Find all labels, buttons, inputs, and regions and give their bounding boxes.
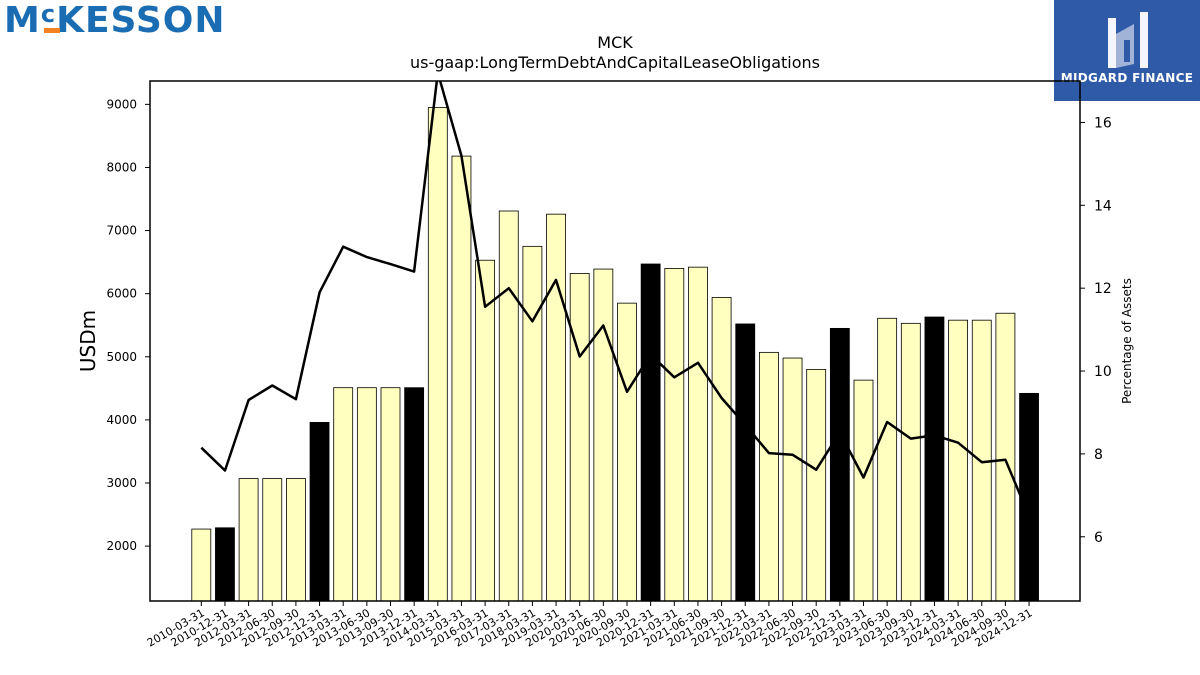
y-tick-label: 6000 — [106, 287, 137, 301]
bar-2015-03-31 — [451, 155, 472, 602]
y-tick-label: 7000 — [106, 224, 137, 238]
plot-frame — [149, 80, 1081, 602]
right-axis: 6 8 10 12 14 16 — [1080, 115, 1112, 546]
bar-2024-03-31 — [948, 319, 968, 602]
line-series — [200, 81, 1031, 517]
left-axis: 2000 3000 4000 5000 6000 7000 8000 9000 — [106, 97, 150, 553]
bar-2022-12-31 — [829, 327, 850, 602]
y2-tick-label: 16 — [1094, 115, 1112, 131]
bar-2012-12-31 — [309, 422, 330, 602]
midgard-finance-text: MIDGARD FINANCE — [1060, 71, 1194, 85]
bar-2012-03-31 — [238, 478, 259, 602]
y2-tick-label: 12 — [1094, 281, 1112, 297]
bar-2016-03-31 — [475, 259, 496, 602]
bar-2020-09-30 — [617, 302, 637, 602]
bar-2023-12-31 — [924, 316, 945, 602]
bar-2012-06-30 — [262, 478, 283, 602]
bar-2012-09-30 — [285, 478, 306, 602]
midgard-emblem-icon — [1108, 12, 1148, 68]
bar-2010-12-31 — [215, 527, 235, 602]
chart-subtitle: us-gaap:LongTermDebtAndCapitalLeaseOblig… — [410, 53, 820, 72]
bar-series — [191, 107, 1039, 602]
bar-2014-03-31 — [427, 107, 448, 602]
bar-2022-09-30 — [806, 368, 827, 602]
bar-2013-12-31 — [404, 387, 425, 602]
bar-2019-03-31 — [546, 213, 566, 602]
bar-2021-09-30 — [711, 297, 732, 602]
mckesson-logo: McKESSON — [4, 0, 226, 41]
bar-2021-12-31 — [735, 323, 756, 602]
bar-2021-03-31 — [664, 268, 685, 602]
bar-2022-06-30 — [782, 357, 803, 602]
y-tick-label: 9000 — [106, 97, 137, 111]
percentage-line — [200, 81, 1031, 517]
y-tick-label: 3000 — [106, 476, 137, 490]
bar-2020-12-31 — [640, 263, 661, 602]
bar-2023-03-31 — [853, 379, 874, 602]
y2-axis-label: Percentage of Assets — [1120, 278, 1134, 404]
logo-text-small-c: c — [40, 0, 57, 28]
x-axis: 2010-03-312010-12-312012-03-312012-06-30… — [145, 601, 1035, 650]
bar-2020-03-31 — [569, 273, 590, 602]
y-tick-label: 8000 — [106, 160, 137, 174]
bar-2020-06-30 — [593, 268, 614, 602]
chart-title: MCK — [597, 33, 633, 52]
midgard-finance-logo: MIDGARD FINANCE — [1054, 0, 1200, 101]
y-tick-label: 5000 — [106, 350, 137, 364]
bar-2022-03-31 — [759, 351, 779, 602]
bar-2013-03-31 — [333, 387, 354, 602]
bar-2021-06-30 — [688, 266, 708, 602]
bar-2017-03-31 — [498, 210, 519, 602]
y2-tick-label: 10 — [1094, 364, 1112, 380]
y2-tick-label: 14 — [1094, 198, 1112, 214]
y2-tick-label: 8 — [1094, 447, 1103, 463]
bar-2023-06-30 — [877, 317, 898, 602]
bar-2023-09-30 — [900, 322, 921, 602]
logo-text-rest: KESSON — [56, 0, 226, 41]
y-tick-label: 2000 — [106, 539, 137, 553]
bar-2010-03-31 — [191, 528, 212, 602]
y-axis-label: USDm — [76, 310, 100, 372]
bar-2013-06-30 — [356, 387, 377, 602]
logo-orange-bar — [44, 28, 60, 33]
logo-text-m: M — [4, 0, 41, 41]
bar-2024-09-30 — [995, 312, 1016, 602]
bar-2018-03-31 — [522, 245, 543, 602]
bar-2013-09-30 — [380, 387, 401, 602]
y-tick-label: 4000 — [106, 413, 137, 427]
y2-tick-label: 6 — [1094, 530, 1103, 546]
